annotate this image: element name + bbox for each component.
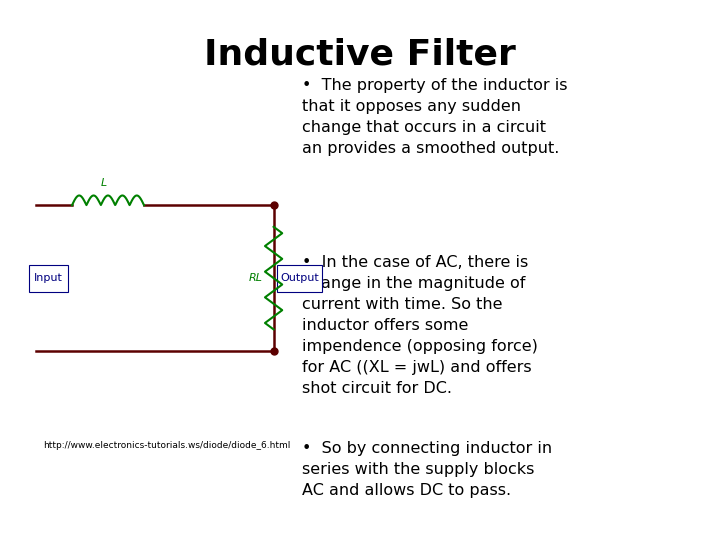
Text: L: L [101,178,107,188]
Text: Output: Output [280,273,319,283]
Text: •  In the case of AC, there is
change in the magnitude of
current with time. So : • In the case of AC, there is change in … [302,255,539,396]
Text: RL: RL [249,273,263,283]
Text: Input: Input [34,273,63,283]
Text: •  So by connecting inductor in
series with the supply blocks
AC and allows DC t: • So by connecting inductor in series wi… [302,441,552,498]
Text: http://www.electronics-tutorials.ws/diode/diode_6.html: http://www.electronics-tutorials.ws/diod… [43,441,291,450]
Text: Inductive Filter: Inductive Filter [204,38,516,72]
Text: •  The property of the inductor is
that it opposes any sudden
change that occurs: • The property of the inductor is that i… [302,78,568,157]
